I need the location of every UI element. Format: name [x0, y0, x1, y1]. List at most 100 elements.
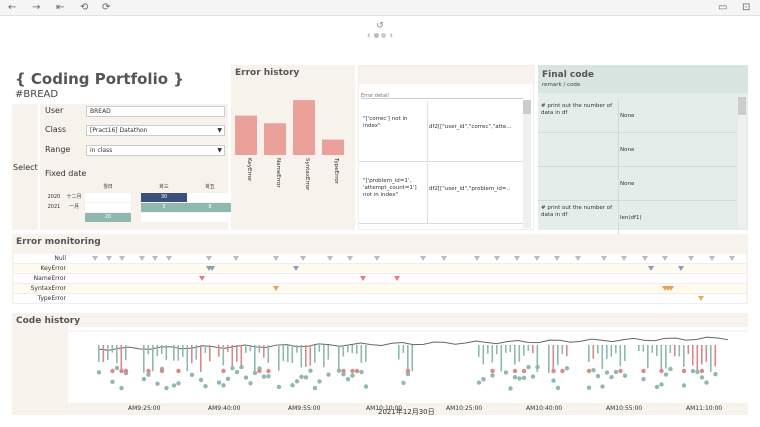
code-entry-dot[interactable]	[405, 368, 411, 374]
code-entry-label[interactable]	[173, 345, 175, 361]
error-marker[interactable]	[273, 256, 279, 261]
next-page-button[interactable]: ›	[389, 31, 394, 41]
code-entry-dot[interactable]	[704, 380, 709, 385]
code-entry-dot[interactable]	[535, 364, 540, 370]
error-marker[interactable]	[574, 256, 581, 261]
code-entry-dot[interactable]	[363, 384, 369, 389]
code-entry-dot[interactable]	[405, 371, 411, 377]
code-entry-dot[interactable]	[341, 372, 346, 377]
code-entry-dot[interactable]	[176, 381, 181, 386]
code-entry-label[interactable]	[496, 345, 498, 355]
calendar-day[interactable]: 8	[187, 203, 233, 212]
calendar-day[interactable]	[187, 213, 233, 222]
code-entry-dot[interactable]	[663, 372, 669, 377]
code-entry-label[interactable]	[147, 345, 150, 355]
calendar-day[interactable]	[141, 213, 187, 222]
code-entry-dot[interactable]	[257, 368, 262, 374]
class-select[interactable]: [Pract16] Datathon ▼	[86, 125, 225, 136]
code-entry-label[interactable]	[318, 345, 321, 352]
code-entry-label[interactable]	[500, 345, 503, 372]
error-marker[interactable]	[494, 256, 501, 261]
code-entry-dot[interactable]	[586, 368, 592, 374]
code-entry-label[interactable]	[518, 345, 521, 362]
code-entry-label[interactable]	[338, 345, 340, 371]
code-entry-dot[interactable]	[243, 375, 249, 380]
code-entry-label[interactable]	[669, 345, 672, 354]
error-marker[interactable]	[664, 286, 671, 291]
code-entry-dot[interactable]	[564, 366, 570, 371]
error-detail-row[interactable]: "['correc'] not in index" df2[["user_id",…	[359, 102, 523, 162]
bar-KeyError[interactable]	[235, 115, 257, 155]
code-entry-label[interactable]	[296, 345, 298, 353]
code-entry-dot[interactable]	[354, 368, 360, 374]
code-entry-label[interactable]	[557, 345, 559, 365]
code-entry-dot[interactable]	[350, 368, 355, 374]
code-entry-label[interactable]	[156, 345, 159, 357]
code-entry-label[interactable]	[107, 345, 109, 361]
code-entry-label[interactable]	[365, 345, 367, 362]
code-entry-dot[interactable]	[586, 385, 592, 390]
error-marker[interactable]	[92, 256, 99, 261]
error-marker[interactable]	[139, 256, 145, 261]
code-entry-dot[interactable]	[221, 383, 226, 388]
code-entry-label[interactable]	[227, 345, 229, 352]
code-entry-dot[interactable]	[512, 374, 518, 380]
code-entry-label[interactable]	[552, 345, 555, 372]
code-entry-label[interactable]	[619, 345, 622, 367]
code-entry-dot[interactable]	[230, 365, 235, 371]
code-entry-dot[interactable]	[290, 383, 295, 388]
code-entry-label[interactable]	[656, 345, 658, 357]
code-entry-label[interactable]	[588, 345, 590, 362]
code-entry-label[interactable]	[314, 345, 316, 363]
code-entry-label[interactable]	[601, 345, 604, 369]
code-entry-label[interactable]	[177, 345, 180, 361]
code-entry-dot[interactable]	[171, 383, 177, 388]
code-entry-label[interactable]	[714, 345, 717, 367]
code-entry-dot[interactable]	[668, 366, 673, 372]
code-entry-label[interactable]	[402, 345, 405, 353]
code-entry-label[interactable]	[204, 345, 207, 353]
error-marker[interactable]	[661, 256, 668, 261]
code-entry-label[interactable]	[102, 345, 105, 363]
calendar-day[interactable]: 30	[141, 193, 187, 202]
code-entry-dot[interactable]	[266, 368, 271, 374]
code-entry-label[interactable]	[351, 345, 354, 354]
error-marker[interactable]	[648, 266, 655, 271]
code-entry-dot[interactable]	[164, 385, 169, 391]
code-entry-label[interactable]	[342, 345, 345, 357]
code-entry-dot[interactable]	[303, 375, 309, 380]
code-entry-dot[interactable]	[600, 384, 605, 389]
error-marker[interactable]	[326, 256, 333, 261]
code-entry-dot[interactable]	[591, 368, 596, 373]
code-entry-dot[interactable]	[248, 381, 253, 386]
code-entry-dot[interactable]	[110, 368, 115, 374]
code-entry-dot[interactable]	[551, 378, 556, 383]
code-entry-label[interactable]	[678, 345, 681, 357]
code-entry-dot[interactable]	[234, 369, 240, 375]
code-entry-dot[interactable]	[401, 380, 406, 386]
code-entry-label[interactable]	[660, 345, 663, 371]
code-entry-label[interactable]	[523, 345, 525, 356]
code-entry-dot[interactable]	[341, 368, 346, 374]
code-entry-label[interactable]	[291, 345, 294, 363]
code-entry-dot[interactable]	[239, 364, 244, 370]
code-entry-label[interactable]	[705, 345, 708, 362]
prev-page-button[interactable]: ‹	[366, 31, 371, 41]
code-entry-dot[interactable]	[560, 368, 565, 374]
code-entry-label[interactable]	[305, 345, 307, 367]
code-entry-dot[interactable]	[517, 376, 522, 381]
code-entry-label[interactable]	[263, 345, 265, 358]
bar-NameError[interactable]	[264, 123, 286, 155]
code-entry-label[interactable]	[222, 345, 225, 366]
code-entry-label[interactable]	[240, 345, 243, 369]
range-select[interactable]: in class ▼	[86, 145, 225, 156]
code-entry-dot[interactable]	[159, 368, 165, 374]
undo-icon[interactable]: ↺	[376, 21, 384, 31]
code-entry-label[interactable]	[710, 345, 712, 372]
code-entry-dot[interactable]	[308, 368, 313, 373]
code-entry-label[interactable]	[323, 345, 325, 368]
code-entry-label[interactable]	[407, 345, 409, 373]
code-entry-dot[interactable]	[659, 382, 664, 387]
error-marker[interactable]	[601, 256, 608, 261]
error-marker[interactable]	[232, 256, 239, 261]
